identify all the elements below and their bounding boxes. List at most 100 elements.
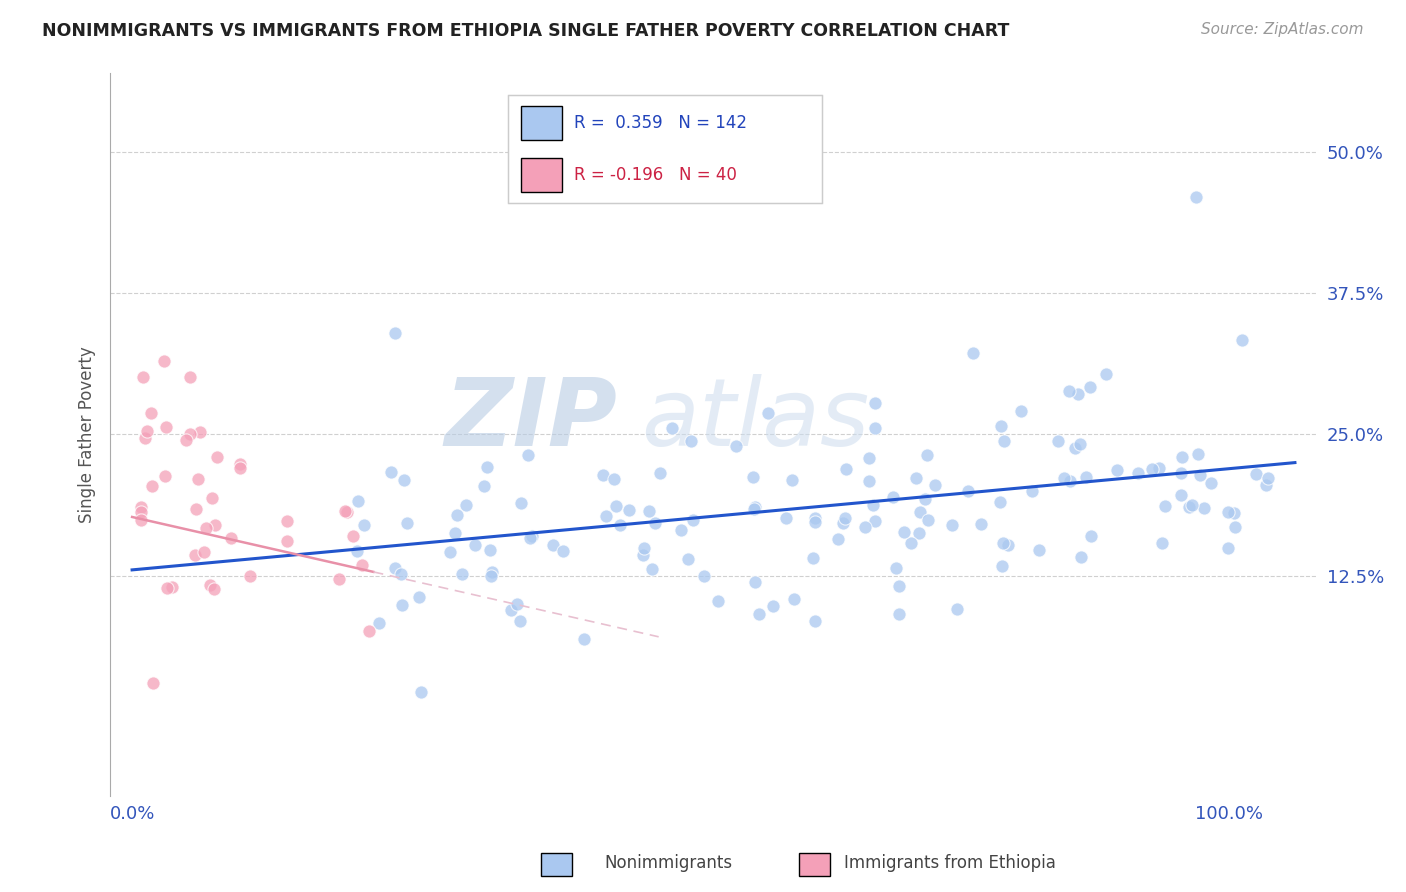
Point	[1067, 387, 1090, 401]
Point	[1080, 529, 1102, 543]
Point	[519, 531, 541, 545]
Point	[506, 597, 529, 611]
Point	[863, 395, 886, 409]
Point	[858, 451, 880, 466]
Point	[1070, 549, 1092, 564]
Point	[638, 504, 661, 518]
Point	[1218, 504, 1240, 518]
Point	[917, 513, 939, 527]
Point	[190, 425, 212, 440]
Point	[141, 406, 163, 420]
Y-axis label: Single Father Poverty: Single Father Poverty	[79, 346, 96, 523]
Point	[693, 569, 716, 583]
Point	[633, 541, 655, 555]
Point	[889, 607, 911, 621]
Point	[914, 491, 936, 506]
Point	[155, 419, 177, 434]
Text: Nonimmigrants: Nonimmigrants	[605, 855, 733, 872]
Point	[917, 448, 939, 462]
Point	[336, 505, 359, 519]
Point	[204, 518, 226, 533]
Point	[1053, 471, 1076, 485]
Point	[863, 514, 886, 528]
Point	[1069, 437, 1091, 451]
Point	[352, 558, 374, 572]
Point	[481, 565, 503, 579]
Point	[756, 406, 779, 420]
Point	[991, 559, 1014, 574]
Point	[499, 603, 522, 617]
Point	[454, 498, 477, 512]
Point	[804, 511, 827, 525]
Point	[970, 517, 993, 532]
Point	[962, 346, 984, 360]
Point	[762, 599, 785, 614]
Point	[780, 473, 803, 487]
Point	[574, 632, 596, 646]
Point	[990, 495, 1012, 509]
Point	[153, 468, 176, 483]
Point	[186, 502, 208, 516]
Point	[346, 494, 368, 508]
Point	[744, 574, 766, 589]
Point	[392, 473, 415, 487]
Point	[748, 607, 770, 622]
Point	[335, 504, 357, 518]
Point	[605, 499, 627, 513]
Point	[367, 616, 389, 631]
Point	[194, 521, 217, 535]
Point	[179, 427, 201, 442]
Point	[803, 515, 825, 529]
Point	[184, 548, 207, 562]
Point	[633, 548, 655, 562]
Point	[1230, 333, 1253, 347]
Point	[353, 518, 375, 533]
Point	[201, 491, 224, 506]
Point	[1170, 467, 1192, 481]
Point	[644, 516, 666, 531]
Point	[887, 579, 910, 593]
Point	[827, 532, 849, 546]
Point	[1178, 500, 1201, 514]
Point	[609, 517, 631, 532]
Point	[957, 484, 980, 499]
Point	[187, 471, 209, 485]
Point	[1201, 475, 1223, 490]
Point	[775, 511, 797, 525]
Point	[617, 503, 640, 517]
Point	[1010, 404, 1032, 418]
Point	[391, 599, 413, 613]
Point	[650, 466, 672, 480]
Point	[276, 534, 298, 549]
Point	[219, 531, 242, 545]
Point	[907, 525, 929, 540]
Point	[661, 421, 683, 435]
Point	[801, 551, 824, 566]
Point	[1047, 434, 1070, 448]
Point	[1074, 470, 1097, 484]
Point	[991, 536, 1014, 550]
Point	[858, 474, 880, 488]
Point	[1107, 463, 1129, 477]
Point	[706, 594, 728, 608]
Point	[904, 471, 927, 485]
Point	[1181, 498, 1204, 512]
Point	[443, 526, 465, 541]
Point	[1170, 488, 1192, 502]
Point	[1188, 468, 1211, 483]
Point	[997, 538, 1019, 552]
Point	[517, 448, 540, 462]
Point	[1216, 541, 1239, 555]
Text: atlas: atlas	[641, 375, 869, 466]
Point	[520, 529, 543, 543]
Point	[882, 490, 904, 504]
Point	[141, 478, 163, 492]
Point	[990, 419, 1012, 434]
Point	[681, 434, 703, 448]
Point	[229, 457, 252, 471]
Point	[198, 578, 221, 592]
Point	[509, 614, 531, 628]
Point	[1080, 380, 1102, 394]
Point	[595, 509, 617, 524]
Point	[1187, 447, 1209, 461]
